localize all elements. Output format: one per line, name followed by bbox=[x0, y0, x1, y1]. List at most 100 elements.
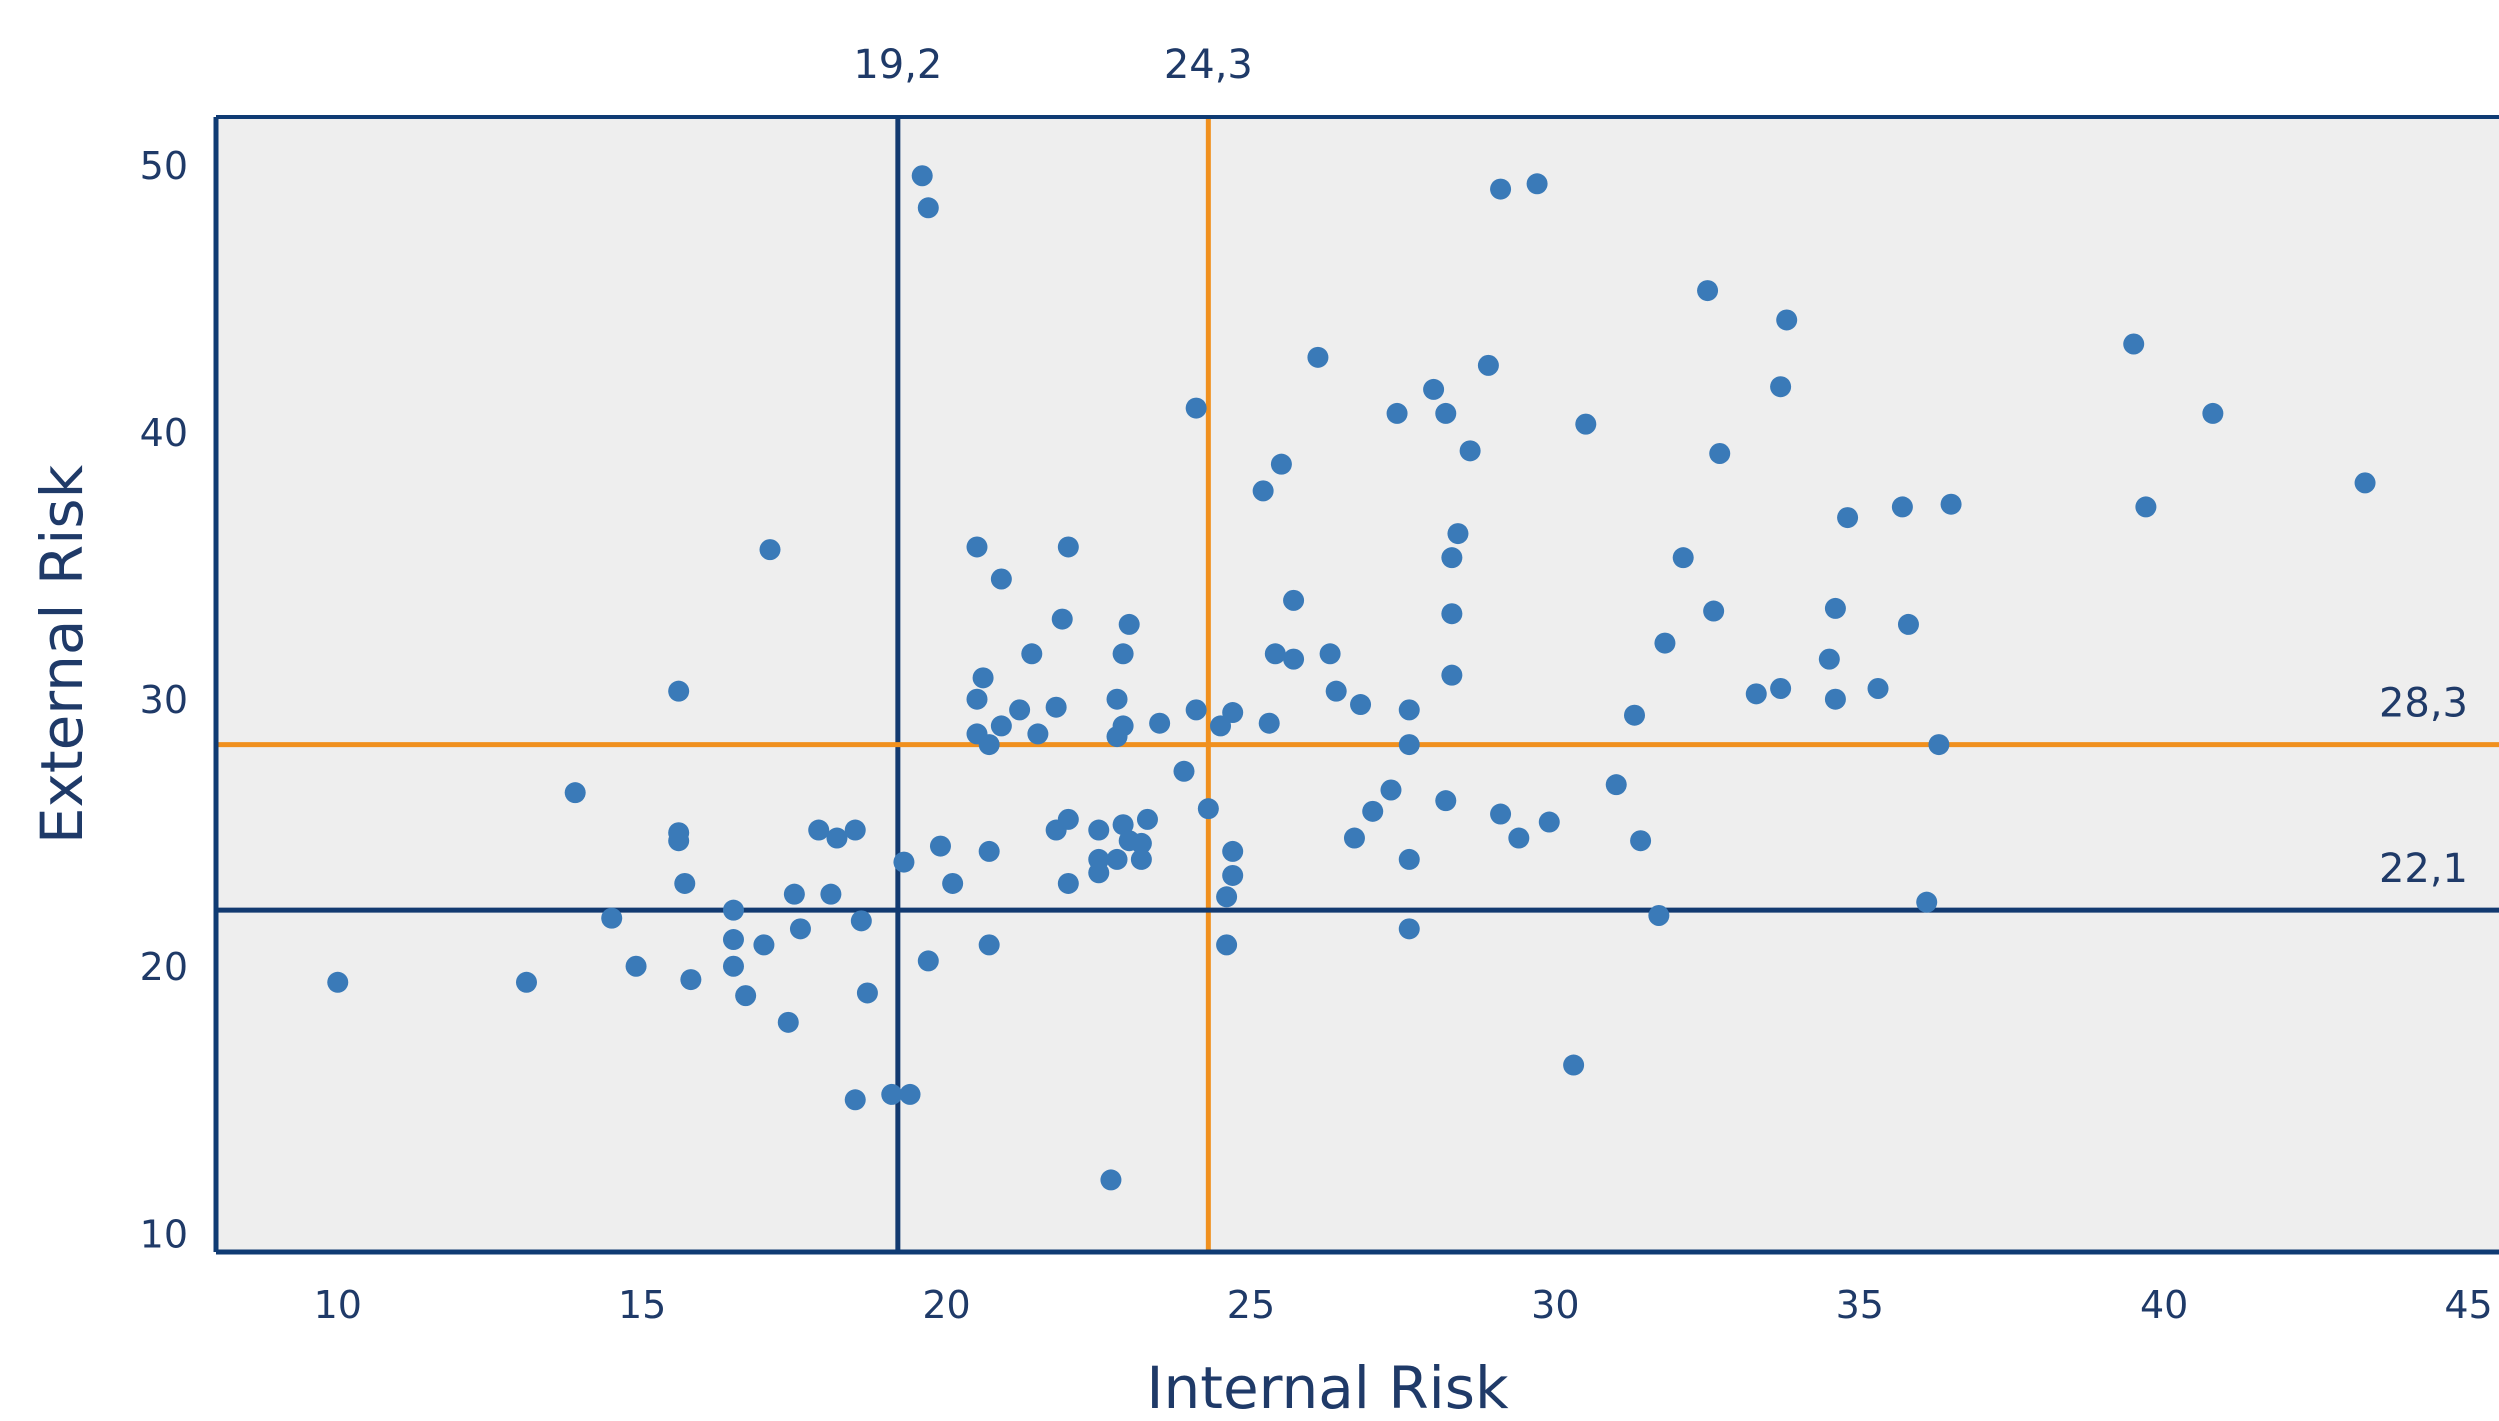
data-point bbox=[1672, 547, 1694, 569]
data-point bbox=[1441, 603, 1463, 625]
data-point bbox=[601, 907, 623, 929]
data-point bbox=[844, 1089, 866, 1111]
data-point bbox=[1057, 872, 1079, 894]
data-point bbox=[1398, 918, 1420, 940]
data-point bbox=[680, 969, 702, 991]
data-point bbox=[1185, 699, 1207, 721]
data-point bbox=[1490, 178, 1512, 200]
data-point bbox=[1210, 715, 1232, 737]
data-point bbox=[826, 827, 848, 849]
data-point bbox=[1088, 862, 1110, 884]
data-point bbox=[1630, 830, 1652, 852]
data-point bbox=[1624, 704, 1646, 726]
y-tick-label: 10 bbox=[140, 1212, 188, 1256]
data-point bbox=[1264, 643, 1286, 665]
data-point bbox=[1605, 774, 1627, 796]
data-point bbox=[1350, 694, 1372, 716]
data-point bbox=[1648, 905, 1670, 927]
data-point bbox=[1270, 453, 1292, 475]
data-point bbox=[990, 715, 1012, 737]
data-point bbox=[1197, 798, 1219, 820]
data-point bbox=[1112, 643, 1134, 665]
data-point bbox=[1697, 280, 1719, 302]
data-point bbox=[777, 1011, 799, 1033]
data-point bbox=[753, 934, 775, 956]
data-point bbox=[1745, 683, 1767, 705]
data-point bbox=[1916, 891, 1938, 913]
x-tick-label: 40 bbox=[2140, 1283, 2188, 1327]
data-point bbox=[1824, 688, 1846, 710]
data-point bbox=[917, 950, 939, 972]
data-point bbox=[966, 536, 988, 558]
data-point bbox=[978, 840, 1000, 862]
data-point bbox=[668, 680, 690, 702]
data-point bbox=[850, 910, 872, 932]
data-point bbox=[1283, 589, 1305, 611]
data-point bbox=[564, 782, 586, 804]
data-point bbox=[1818, 648, 1840, 670]
y-tick-label: 20 bbox=[140, 945, 188, 989]
data-point bbox=[1149, 712, 1171, 734]
data-point bbox=[1057, 808, 1079, 830]
data-point bbox=[844, 819, 866, 841]
y-axis-ticks: 10 20 30 40 50 bbox=[140, 144, 188, 1256]
data-point bbox=[1106, 848, 1128, 870]
data-point bbox=[1386, 402, 1408, 424]
data-point bbox=[1380, 779, 1402, 801]
y-tick-label: 30 bbox=[140, 678, 188, 722]
data-point bbox=[722, 899, 744, 921]
data-point bbox=[1897, 613, 1919, 635]
data-point bbox=[1185, 397, 1207, 419]
data-point bbox=[1654, 632, 1676, 654]
data-point bbox=[1088, 819, 1110, 841]
data-point bbox=[1021, 643, 1043, 665]
data-point bbox=[1867, 678, 1889, 700]
data-point bbox=[625, 955, 647, 977]
data-point bbox=[1928, 734, 1950, 756]
data-point bbox=[722, 929, 744, 951]
data-point bbox=[1508, 827, 1530, 849]
axes bbox=[213, 115, 2499, 1255]
data-point bbox=[1222, 864, 1244, 886]
data-point bbox=[990, 568, 1012, 590]
reference-label: 28,3 bbox=[2379, 681, 2468, 727]
data-point bbox=[1258, 712, 1280, 734]
data-point bbox=[1057, 536, 1079, 558]
reference-label: 22,1 bbox=[2379, 846, 2468, 892]
reference-lines bbox=[216, 117, 2499, 1252]
data-point bbox=[1563, 1054, 1585, 1076]
data-point bbox=[966, 688, 988, 710]
data-point bbox=[978, 934, 1000, 956]
data-point bbox=[1051, 608, 1073, 630]
data-point bbox=[1709, 442, 1731, 464]
data-point bbox=[856, 982, 878, 1004]
data-point bbox=[1398, 848, 1420, 870]
x-tick-label: 45 bbox=[2444, 1283, 2492, 1327]
data-point bbox=[1027, 723, 1049, 745]
data-point bbox=[1770, 376, 1792, 398]
data-point bbox=[1325, 680, 1347, 702]
data-point bbox=[1398, 699, 1420, 721]
x-tick-label: 15 bbox=[618, 1283, 666, 1327]
data-point bbox=[327, 971, 349, 993]
data-point bbox=[1435, 790, 1457, 812]
data-point bbox=[1477, 354, 1499, 376]
data-point bbox=[2123, 333, 2145, 355]
data-point bbox=[1538, 811, 1560, 833]
x-tick-label: 25 bbox=[1227, 1283, 1275, 1327]
data-point bbox=[1441, 664, 1463, 686]
data-point bbox=[1252, 480, 1274, 502]
reference-label: 19,2 bbox=[853, 42, 942, 88]
data-point bbox=[1173, 760, 1195, 782]
plot-area bbox=[216, 117, 2499, 1252]
data-point bbox=[808, 819, 830, 841]
data-point bbox=[1130, 832, 1152, 854]
data-point bbox=[1118, 613, 1140, 635]
data-point bbox=[1447, 523, 1469, 545]
data-point bbox=[1891, 496, 1913, 518]
data-point bbox=[899, 1083, 921, 1105]
data-point bbox=[722, 955, 744, 977]
data-point bbox=[1398, 734, 1420, 756]
data-point bbox=[917, 197, 939, 219]
